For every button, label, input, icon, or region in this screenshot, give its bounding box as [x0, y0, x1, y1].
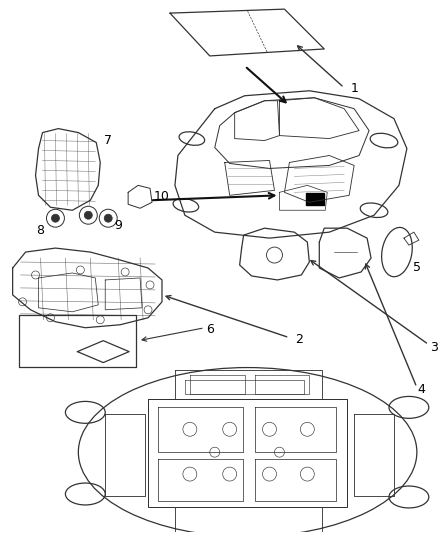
Text: 3: 3: [430, 341, 438, 354]
Polygon shape: [306, 193, 324, 205]
Text: 10: 10: [154, 190, 170, 203]
Text: 8: 8: [36, 224, 45, 237]
Text: 1: 1: [350, 82, 358, 95]
Circle shape: [104, 214, 112, 222]
Circle shape: [85, 211, 92, 219]
Text: 7: 7: [104, 134, 112, 147]
Text: 5: 5: [413, 262, 421, 274]
Text: 2: 2: [296, 333, 304, 346]
Circle shape: [52, 214, 60, 222]
Text: 4: 4: [417, 383, 425, 396]
Text: 9: 9: [114, 219, 122, 232]
Text: 6: 6: [206, 323, 214, 336]
